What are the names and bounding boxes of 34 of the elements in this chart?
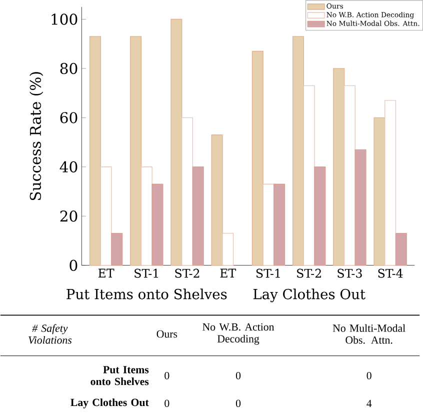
y-tick-label: Lay Clothes Out [70, 398, 149, 408]
x-tick-label: ST-1 [256, 268, 280, 278]
x-tick-label: ET [98, 268, 114, 278]
bar [395, 232, 407, 266]
x-tick-label: ET [220, 268, 236, 278]
x-tick-label: ST-2 [297, 268, 321, 278]
data-label: 0 [164, 372, 170, 380]
data-label: 0 [164, 400, 170, 407]
x-tick-label: No Multi-Modal Obs. Attn. [332, 324, 406, 344]
bar [192, 166, 204, 266]
bar [314, 166, 326, 266]
y-tick-label: 80 [60, 62, 78, 74]
x-tick-label: No W.B. Action Decoding [202, 323, 274, 345]
data-label: 0 [236, 372, 241, 380]
bar [152, 184, 164, 266]
data-label: 4 [366, 400, 372, 407]
data-label: 0 [236, 400, 241, 407]
text: Lay Clothes Out [253, 288, 366, 302]
y-tick-label: 0 [70, 260, 78, 271]
y-tick-label: 60 [60, 112, 78, 124]
bar [354, 149, 366, 266]
y-tick-label: 20 [60, 210, 78, 222]
bar [111, 232, 123, 266]
bar [274, 184, 286, 266]
x-tick-label: ST-3 [338, 268, 362, 278]
x-tick-label: ST-2 [175, 268, 200, 278]
y-tick-label: 100 [52, 13, 78, 25]
y-axis-title: Success Rate (%) [30, 72, 44, 200]
x-tick-label: ST-1 [134, 268, 158, 278]
y-tick-label: 40 [60, 161, 78, 172]
x-tick-label: Ours [156, 330, 178, 338]
chart-title: # Safety Violations [28, 324, 72, 344]
x-tick-label: ST-4 [378, 268, 403, 278]
data-label: 0 [366, 372, 372, 380]
